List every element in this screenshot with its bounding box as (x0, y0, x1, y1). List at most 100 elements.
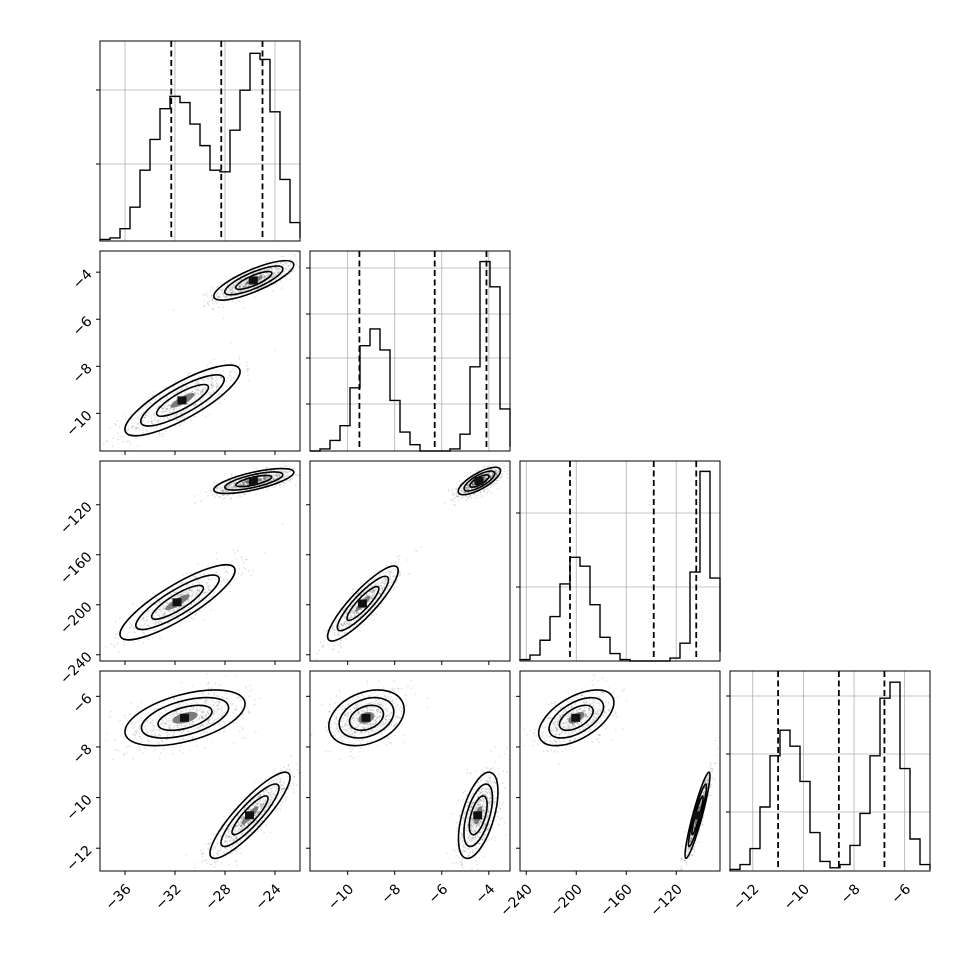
sample-point (489, 471, 491, 473)
sample-point (380, 603, 382, 605)
sample-point (150, 731, 153, 733)
sample-point (287, 265, 290, 268)
sample-point (163, 749, 165, 751)
sample-point (271, 268, 273, 270)
sample-point (275, 271, 277, 273)
sample-point (238, 356, 241, 358)
sample-point (137, 422, 140, 424)
sample-point (180, 412, 182, 415)
sample-point (215, 552, 217, 554)
sample-point (246, 477, 248, 479)
sample-point (383, 586, 385, 588)
sample-point (243, 483, 245, 485)
sample-point (258, 267, 260, 270)
sample-point (223, 293, 225, 295)
sample-point (193, 600, 196, 603)
sample-point (225, 289, 228, 291)
sample-point (450, 498, 452, 501)
sample-point (211, 378, 213, 380)
sample-point (348, 617, 350, 619)
sample-point (185, 385, 187, 387)
sample-point (369, 610, 371, 612)
sample-point (331, 649, 333, 651)
sample-point (186, 708, 188, 711)
sample-point (211, 376, 213, 378)
sample-point (342, 624, 344, 626)
sample-point (114, 423, 117, 425)
sample-point (354, 596, 356, 598)
density-contour (326, 565, 399, 642)
sample-point (274, 478, 276, 480)
sample-point (486, 481, 488, 483)
sample-point (225, 490, 227, 493)
sample-point (191, 390, 194, 392)
histogram-panel-1 (306, 250, 511, 452)
sample-point (259, 477, 261, 479)
sample-point (235, 281, 237, 284)
sample-point (272, 478, 274, 480)
sample-point (131, 425, 134, 427)
sample-point (241, 572, 244, 574)
sample-point (230, 497, 232, 500)
sample-point (227, 493, 230, 495)
sample-point (271, 469, 273, 471)
sample-point (93, 443, 94, 444)
sample-point (145, 732, 147, 735)
density-contour (212, 467, 295, 495)
sample-point (215, 490, 217, 492)
sample-point (327, 629, 329, 631)
sample-point (287, 273, 290, 275)
sample-point (228, 281, 230, 283)
sample-point (485, 478, 487, 481)
sample-point (257, 477, 259, 479)
sample-point (265, 476, 267, 479)
sample-point (273, 272, 275, 274)
sample-point (207, 588, 210, 590)
sample-point (365, 593, 368, 595)
sample-point (182, 416, 184, 418)
sample-point (483, 475, 485, 478)
sample-point (265, 467, 267, 470)
sample-point (257, 474, 259, 476)
sample-point (270, 267, 272, 270)
sample-point (470, 480, 473, 482)
sample-point (147, 610, 150, 612)
sample-point (244, 284, 247, 287)
sample-point (188, 589, 190, 591)
sample-point (241, 484, 243, 487)
sample-point (209, 405, 211, 407)
sample-point (194, 416, 196, 418)
sample-point (319, 641, 322, 643)
sample-point (112, 758, 114, 761)
sample-point (162, 614, 164, 617)
sample-point (253, 286, 255, 288)
sample-point (136, 710, 139, 713)
sample-point (266, 269, 268, 271)
sample-point (385, 578, 387, 581)
sample-point (265, 473, 267, 476)
sample-point (271, 259, 274, 261)
sample-point (117, 632, 119, 635)
sample-point (240, 283, 243, 285)
sample-point (146, 620, 148, 622)
sample-point (273, 469, 276, 472)
sample-point (385, 579, 387, 581)
sample-point (287, 471, 289, 473)
sample-point (269, 281, 272, 283)
sample-point (369, 591, 371, 593)
sample-point (385, 589, 387, 592)
sample-point (202, 591, 204, 593)
sample-point (251, 283, 254, 286)
sample-point (155, 623, 157, 625)
histogram-step (519, 470, 721, 662)
sample-point (487, 479, 489, 481)
sample-point (215, 578, 217, 581)
sample-point (367, 604, 369, 606)
sample-point (259, 274, 261, 277)
sample-point (268, 477, 271, 479)
sample-point (159, 615, 161, 617)
sample-point (173, 407, 175, 410)
sample-point (484, 478, 486, 480)
sample-point (274, 266, 276, 268)
sample-point (283, 267, 285, 269)
